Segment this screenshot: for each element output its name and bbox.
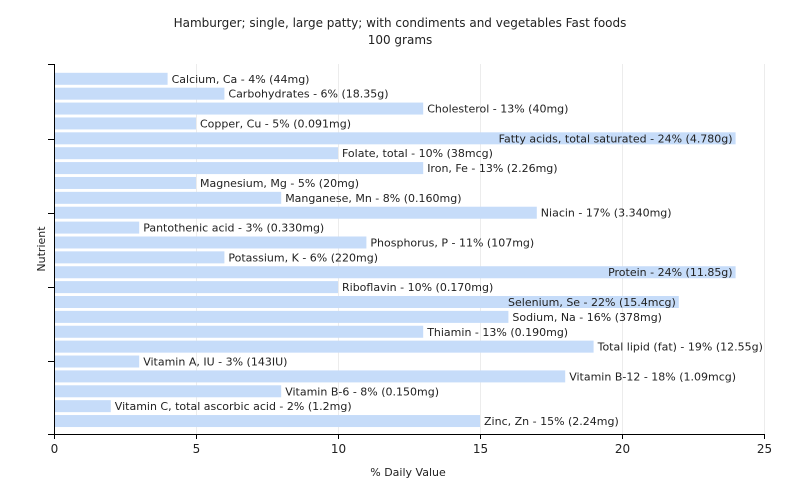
bar [55,206,537,219]
bar [55,236,367,249]
bar-label: Fatty acids, total saturated - 24% (4.78… [499,132,733,145]
x-tick-label: 0 [51,442,59,456]
bar [55,221,140,234]
bar-label: Folate, total - 10% (38mcg) [342,147,493,160]
bar [55,176,196,189]
bar-label: Pantothenic acid - 3% (0.330mg) [143,222,324,235]
bar-label: Selenium, Se - 22% (15.4mcg) [508,296,676,309]
bar [55,355,140,368]
bar-label: Copper, Cu - 5% (0.091mg) [200,117,351,130]
bar-label: Iron, Fe - 13% (2.26mg) [427,162,557,175]
bar-label: Zinc, Zn - 15% (2.24mg) [484,415,619,428]
bar-label: Calcium, Ca - 4% (44mg) [172,73,310,86]
bar [55,340,594,353]
axes: 0 5 10 15 20 25 [48,64,772,456]
bar-label: Potassium, K - 6% (220mg) [228,251,378,264]
bar [55,415,480,428]
chart-title: Hamburger; single, large patty; with con… [173,16,627,30]
bar [55,72,168,85]
bar-label: Thiamin - 13% (0.190mg) [426,326,568,339]
bar-label: Vitamin C, total ascorbic acid - 2% (1.2… [115,400,352,413]
bar [55,310,509,323]
bar [55,191,282,204]
x-tick-label: 5 [193,442,201,456]
y-axis-title: Nutrient [35,226,48,272]
bar [55,132,736,145]
bar [55,251,225,264]
bar-label: Phosphorus, P - 11% (107mg) [370,236,534,249]
bar-label: Vitamin B-6 - 8% (0.150mg) [285,385,439,398]
bar [55,102,424,115]
bar-label: Carbohydrates - 6% (18.35g) [228,88,388,101]
x-tick-label: 20 [615,442,630,456]
bar-label: Manganese, Mn - 8% (0.160mg) [285,192,461,205]
bar-label: Riboflavin - 10% (0.170mg) [342,281,493,294]
bar [55,162,424,175]
bar [55,385,282,398]
bar [55,281,338,294]
bar [55,400,111,413]
bar-label: Protein - 24% (11.85g) [608,266,733,279]
bar-label: Niacin - 17% (3.340mg) [541,207,672,220]
bar-label: Magnesium, Mg - 5% (20mg) [200,177,359,190]
bar-label: Vitamin B-12 - 18% (1.09mcg) [569,370,736,383]
bar [55,147,338,160]
x-axis-title: % Daily Value [370,466,446,479]
bar-label: Cholesterol - 13% (40mg) [427,103,568,116]
bar [55,370,566,383]
bars: Calcium, Ca - 4% (44mg) Carbohydrates - 6… [55,72,763,428]
x-tick-label: 15 [473,442,488,456]
bar-label: Total lipid (fat) - 19% (12.55g) [597,341,763,354]
x-tick-label: 25 [757,442,772,456]
bar [55,87,225,100]
x-tick-label: 10 [331,442,346,456]
bar [55,117,196,130]
bar [55,296,679,308]
bar-label: Vitamin A, IU - 3% (143IU) [143,356,287,369]
chart-subtitle: 100 grams [367,33,433,47]
bar-label: Sodium, Na - 16% (378mg) [512,311,662,324]
bar [55,266,736,279]
bar [55,325,424,338]
